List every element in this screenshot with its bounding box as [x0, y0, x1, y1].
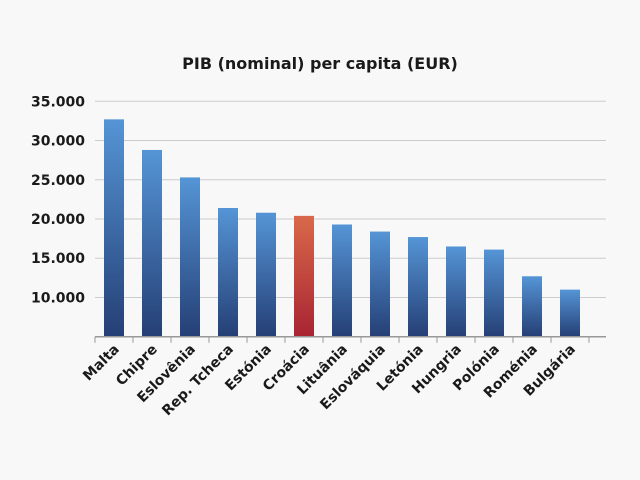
y-tick-label: 20.000: [31, 212, 85, 228]
y-tick-label: 35.000: [31, 94, 85, 110]
bar-let-nia: [408, 237, 428, 337]
bar-bulg-ria: [560, 289, 580, 337]
bar-hungria: [446, 246, 466, 337]
y-tick-label: 30.000: [31, 134, 85, 150]
bar-chipre: [142, 149, 162, 337]
bar-pol-nia: [484, 249, 504, 337]
bar-malta: [104, 119, 124, 337]
bar-eslov-nia: [180, 177, 200, 337]
bar-rom-nia: [522, 276, 542, 337]
bar-eslov-quia: [370, 231, 390, 337]
chart-title: PIB (nominal) per capita (EUR): [182, 54, 458, 73]
bar-litu-nia: [332, 224, 352, 337]
y-tick-label: 15.000: [31, 251, 85, 267]
bar-cro-cia: [294, 215, 314, 337]
bar-rep-tcheca: [218, 208, 238, 337]
bar-est-nia: [256, 212, 276, 337]
y-tick-label: 25.000: [31, 173, 85, 189]
y-tick-label: 10.000: [31, 290, 85, 306]
